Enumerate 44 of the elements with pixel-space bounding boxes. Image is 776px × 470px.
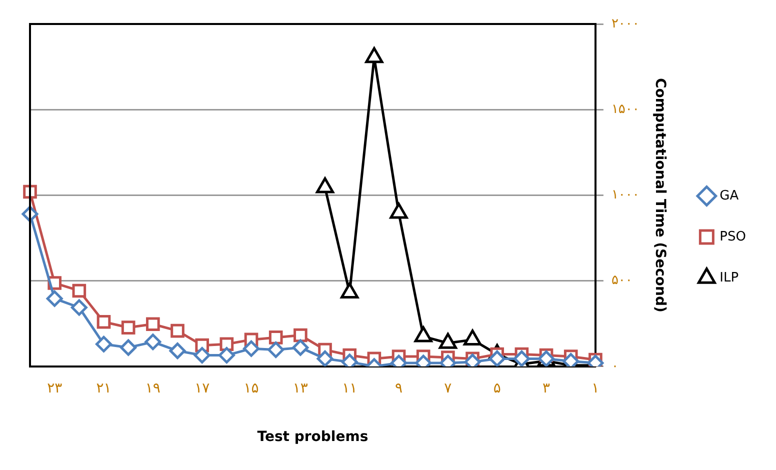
point [121, 320, 136, 334]
x-tick-label: ۲۱ [96, 380, 112, 396]
point [169, 342, 186, 360]
point [513, 350, 530, 366]
point [96, 336, 112, 352]
x-tick-label: ۱۱ [342, 380, 358, 396]
legend-label: GA [720, 188, 739, 204]
point [170, 324, 184, 338]
point [146, 317, 160, 332]
point [292, 339, 309, 356]
x-tick-label: ۷ [444, 380, 452, 396]
x-tick-label: ۲۳ [47, 380, 63, 396]
point [243, 340, 260, 357]
x-tick-label: ۵ [493, 380, 501, 396]
y-tick-label: ۰ [611, 358, 618, 374]
point [294, 328, 308, 342]
point [70, 299, 88, 316]
x-tick-label: ۳ [542, 380, 551, 396]
y-axis-title: Computational Time (Second) [652, 78, 668, 312]
x-tick-label: ۱۷ [194, 380, 210, 396]
point [46, 290, 63, 307]
point [268, 342, 284, 358]
point [316, 350, 334, 366]
point [268, 330, 283, 344]
x-tick-label: ۹ [395, 380, 403, 396]
point [220, 337, 234, 352]
y-tick-label: ۵۰۰ [611, 273, 632, 288]
x-axis-title: Test problems [257, 429, 368, 446]
legend-label: PSO [720, 229, 746, 244]
point [218, 347, 235, 364]
point [72, 284, 86, 298]
point [96, 314, 111, 329]
point [194, 347, 210, 364]
x-tick-label: ۱ [592, 380, 600, 396]
legend-label: ILP [720, 270, 739, 286]
x-tick-label: ۱۹ [145, 380, 160, 396]
y-tick-label: ۲۰۰۰ [611, 16, 640, 32]
x-tick-label: ۱۳ [292, 380, 308, 396]
y-tick-label: ۱۰۰۰ [611, 188, 640, 203]
point [488, 350, 506, 366]
point [120, 339, 137, 356]
y-tick-label: ۱۵۰۰ [611, 102, 640, 117]
point [144, 334, 162, 350]
x-tick-label: ۱۵ [244, 380, 259, 396]
